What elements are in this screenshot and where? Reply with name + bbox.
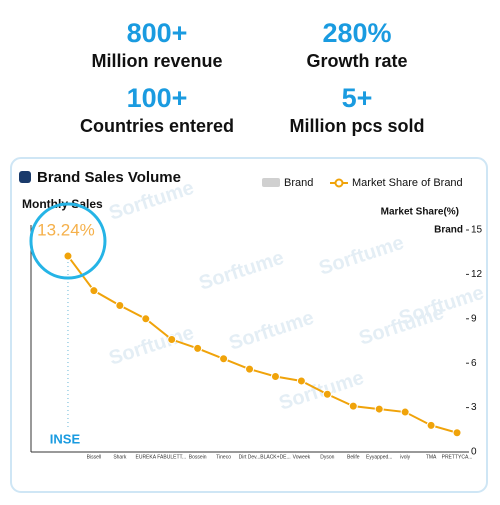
- chart-title: Brand Sales Volume: [37, 169, 181, 186]
- x-tick-label: Dirt Dev...: [239, 454, 261, 460]
- point: [63, 251, 73, 261]
- title-icon: [19, 171, 31, 183]
- x-tick-label: Tineco: [216, 454, 231, 460]
- point: [400, 407, 410, 417]
- point: [219, 354, 229, 364]
- legend-label: Market Share of Brand: [352, 177, 463, 189]
- x-tick-label: BLACK+DE...: [260, 454, 290, 460]
- stat-label: Million revenue: [91, 51, 222, 71]
- line: [67, 255, 458, 434]
- point: [141, 314, 151, 324]
- y2-tick-label: 6: [471, 358, 477, 369]
- legend-swatch: [334, 178, 344, 188]
- point: [322, 389, 332, 399]
- x-tick-label: Dyson: [320, 454, 334, 460]
- stat-value: 5+: [342, 83, 373, 113]
- point: [270, 372, 280, 382]
- point: [374, 404, 384, 414]
- x-tick-label: Belife: [347, 454, 360, 460]
- x-tick-label: TMA: [426, 454, 437, 460]
- stat-value: 280%: [322, 18, 391, 48]
- x-tick-label: INSE: [50, 431, 81, 446]
- y2-axis-title: Brand: [434, 225, 463, 236]
- x-tick-label: Bissell: [87, 454, 101, 460]
- x-tick-label: Voweek: [293, 454, 311, 460]
- x-tick-label: FABULETT...: [157, 454, 186, 460]
- x-tick-label: Eyyapped...: [366, 454, 392, 460]
- stat-label: Growth rate: [306, 51, 407, 71]
- legend-label: Brand: [284, 177, 313, 189]
- point: [89, 286, 99, 296]
- data-label: 13.24%: [37, 221, 95, 240]
- x-tick-label: Shark: [113, 454, 127, 460]
- legend-swatch: [262, 178, 280, 187]
- stat-label: Million pcs sold: [289, 116, 424, 136]
- x-tick-label: Bossein: [189, 454, 207, 460]
- y2-tick-label: 12: [471, 269, 483, 280]
- y2-axis-label: Market Share(%): [381, 207, 459, 218]
- stat-value: 800+: [127, 18, 188, 48]
- point: [348, 401, 358, 411]
- y2-tick-label: 0: [471, 447, 477, 458]
- y2-tick-label: 3: [471, 402, 477, 413]
- highlight-ring: [29, 202, 107, 280]
- x-tick-label: EUREKA: [136, 454, 157, 460]
- point: [426, 420, 436, 430]
- y2-tick-label: 9: [471, 313, 477, 324]
- point: [452, 428, 462, 438]
- point: [193, 343, 203, 353]
- point: [245, 364, 255, 374]
- y2-tick-label: 15: [471, 225, 483, 236]
- point: [115, 300, 125, 310]
- stat-value: 100+: [127, 83, 188, 113]
- point: [296, 376, 306, 386]
- stat-label: Countries entered: [80, 116, 234, 136]
- point: [167, 335, 177, 345]
- x-tick-label: PRETTYCA...: [442, 454, 473, 460]
- x-tick-label: ivoly: [400, 454, 411, 460]
